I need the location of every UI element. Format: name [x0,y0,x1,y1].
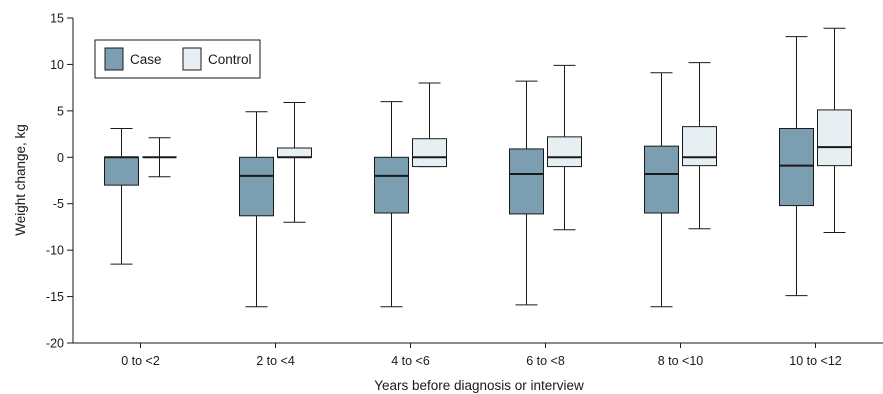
iqr-box [644,145,679,214]
iqr-box [817,109,852,167]
axes: 15 10 5 0 -5 -10 -15 -20 0 to <2 2 to <4 4 to <6 6 … [46,12,883,368]
x-tick-label: 0 to <2 [121,354,160,368]
y-tick-label: -20 [46,337,64,351]
legend-label-case: Case [130,52,162,67]
x-tick-label: 8 to <10 [658,354,704,368]
box-control [817,27,852,233]
box-case [644,72,679,308]
box-control [412,82,447,168]
iqr-box [239,156,274,217]
y-tick-label: 5 [57,104,64,118]
iqr-box [779,128,814,207]
y-tick-label: 10 [50,58,64,72]
iqr-box [374,156,409,214]
legend: Case Control [94,39,261,79]
legend-swatch-control [182,47,202,71]
x-tick-label: 10 to <12 [789,354,842,368]
x-tick-label: 6 to <8 [526,354,565,368]
iqr-box [682,126,717,167]
legend-swatch-case [104,47,124,71]
box-case [374,101,409,308]
x-axis-title: Years before diagnosis or interview [374,378,584,393]
box-case [509,80,544,306]
y-tick-label: -5 [53,197,64,211]
y-tick-label: -10 [46,244,64,258]
y-tick-label: 0 [57,151,64,165]
x-tick-label: 2 to <4 [256,354,295,368]
box-control [682,62,717,230]
box-series [104,27,852,308]
box-control [142,137,177,178]
box-case [779,36,814,297]
iqr-box [547,136,582,168]
iqr-box [277,147,312,158]
box-control [547,64,582,231]
y-tick-label: -15 [46,290,64,304]
iqr-box [412,138,447,168]
iqr-box [104,156,139,186]
box-case [239,111,274,308]
y-tick-label: 15 [50,12,64,26]
legend-label-control: Control [208,52,252,67]
box-control [277,102,312,223]
iqr-box [509,148,544,215]
x-tick-label: 4 to <6 [391,354,430,368]
y-axis-title: Weight change, kg [13,124,28,236]
box-case [104,128,139,265]
